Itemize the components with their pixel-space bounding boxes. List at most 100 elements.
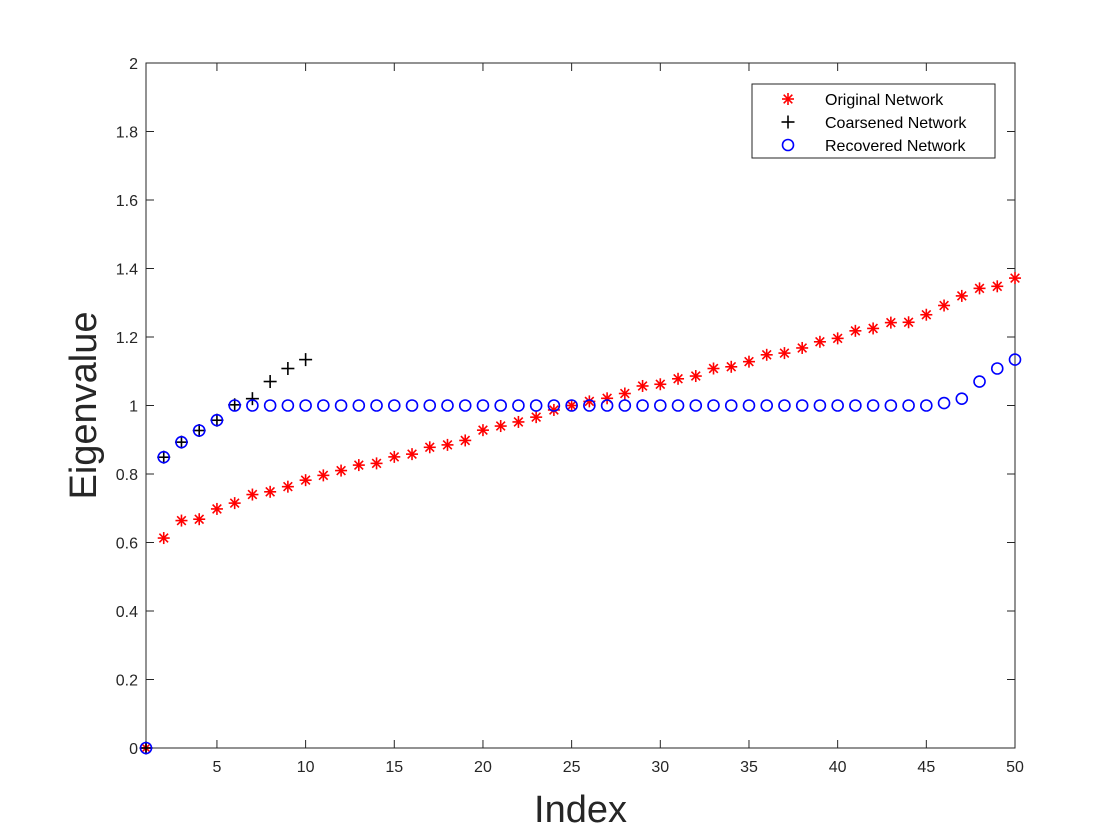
x-tick-label: 20 bbox=[474, 759, 492, 776]
data-point bbox=[742, 399, 756, 412]
x-tick-label: 30 bbox=[651, 759, 669, 776]
data-point bbox=[459, 434, 472, 447]
plot-area bbox=[145, 62, 1016, 749]
data-point bbox=[884, 399, 898, 412]
data-point bbox=[760, 348, 773, 361]
data-point bbox=[725, 360, 738, 373]
data-point bbox=[263, 375, 277, 389]
x-axis-label: Index bbox=[534, 789, 627, 831]
data-point bbox=[317, 469, 330, 482]
legend-marker bbox=[782, 93, 794, 105]
y-tick-label: 0 bbox=[129, 741, 138, 758]
data-point bbox=[441, 438, 454, 451]
data-point bbox=[867, 322, 880, 335]
y-tick-label: 1.6 bbox=[116, 193, 138, 210]
data-marks bbox=[139, 272, 1022, 755]
data-point bbox=[707, 399, 720, 412]
data-point bbox=[299, 399, 312, 412]
data-point bbox=[423, 399, 437, 412]
data-point bbox=[246, 399, 259, 412]
data-point bbox=[157, 450, 171, 464]
data-point bbox=[973, 375, 986, 388]
x-tick-label: 25 bbox=[563, 759, 581, 776]
data-point bbox=[831, 399, 844, 412]
data-point bbox=[387, 399, 401, 412]
data-point bbox=[689, 370, 702, 383]
y-tick-label: 0.2 bbox=[116, 673, 138, 690]
legend-label: Recovered Network bbox=[825, 138, 967, 155]
x-tick-label: 15 bbox=[385, 759, 403, 776]
data-point bbox=[139, 741, 153, 755]
data-point bbox=[1008, 353, 1022, 366]
data-point bbox=[937, 396, 951, 410]
data-point bbox=[245, 392, 259, 406]
data-point bbox=[476, 399, 490, 412]
x-tick-label: 5 bbox=[212, 759, 221, 776]
y-tick-label: 0.6 bbox=[116, 536, 138, 553]
data-point bbox=[281, 399, 295, 412]
data-point bbox=[902, 399, 915, 412]
data-point bbox=[210, 413, 224, 427]
data-point bbox=[795, 399, 809, 412]
data-point bbox=[423, 441, 436, 454]
data-point bbox=[920, 399, 933, 412]
data-point bbox=[778, 347, 791, 360]
data-point bbox=[884, 316, 897, 329]
data-point bbox=[600, 399, 614, 412]
data-point bbox=[512, 415, 525, 428]
data-point bbox=[849, 399, 862, 412]
data-point bbox=[210, 502, 223, 515]
y-tick-label: 0.8 bbox=[116, 467, 138, 484]
data-point bbox=[636, 399, 649, 412]
y-tick-label: 1 bbox=[129, 399, 138, 416]
data-point bbox=[1009, 272, 1021, 285]
data-point bbox=[547, 399, 561, 412]
data-point bbox=[264, 485, 277, 498]
legend-box bbox=[751, 83, 996, 159]
data-point bbox=[388, 450, 401, 463]
data-point bbox=[530, 411, 543, 424]
data-point bbox=[689, 399, 703, 412]
data-point bbox=[193, 513, 206, 526]
data-point bbox=[529, 399, 543, 412]
data-point bbox=[654, 399, 667, 412]
data-point bbox=[157, 532, 170, 545]
data-point bbox=[973, 282, 986, 295]
data-point bbox=[210, 413, 224, 427]
data-point bbox=[583, 399, 596, 412]
data-point bbox=[724, 399, 738, 412]
data-point bbox=[334, 399, 348, 412]
data-point bbox=[299, 353, 313, 367]
data-point bbox=[370, 457, 383, 470]
legend-marker bbox=[781, 138, 795, 152]
data-point bbox=[778, 399, 791, 412]
data-point bbox=[441, 399, 454, 412]
data-point bbox=[565, 399, 578, 412]
data-point bbox=[175, 514, 188, 527]
data-point bbox=[636, 379, 649, 392]
data-point bbox=[458, 399, 472, 412]
plot-box bbox=[145, 62, 1016, 749]
legend-label: Coarsened Network bbox=[825, 115, 967, 132]
y-tick-label: 1.2 bbox=[116, 330, 138, 347]
tick-labels: 5 10 15 20 25 30 35 40 45 50 0 0.2 0.4 0.6 0.8 1 1.2 1.4 1… bbox=[116, 56, 1024, 776]
data-point bbox=[618, 387, 631, 400]
data-point bbox=[317, 399, 330, 412]
legend: Original Network Coarsened Network Recover… bbox=[751, 83, 996, 159]
legend-label: Original Network bbox=[825, 92, 944, 109]
data-point bbox=[299, 474, 312, 487]
data-point bbox=[760, 399, 774, 412]
data-point bbox=[707, 362, 720, 375]
x-tick-label: 40 bbox=[829, 759, 847, 776]
y-tick-label: 1.8 bbox=[116, 125, 138, 142]
data-point bbox=[920, 308, 933, 321]
data-point bbox=[654, 378, 667, 391]
data-point bbox=[192, 424, 206, 438]
x-tick-label: 50 bbox=[1006, 759, 1024, 776]
data-point bbox=[263, 399, 277, 412]
data-point bbox=[228, 497, 241, 510]
series-coarsened-network bbox=[139, 353, 313, 755]
data-point bbox=[990, 362, 1004, 375]
data-point bbox=[938, 299, 951, 312]
